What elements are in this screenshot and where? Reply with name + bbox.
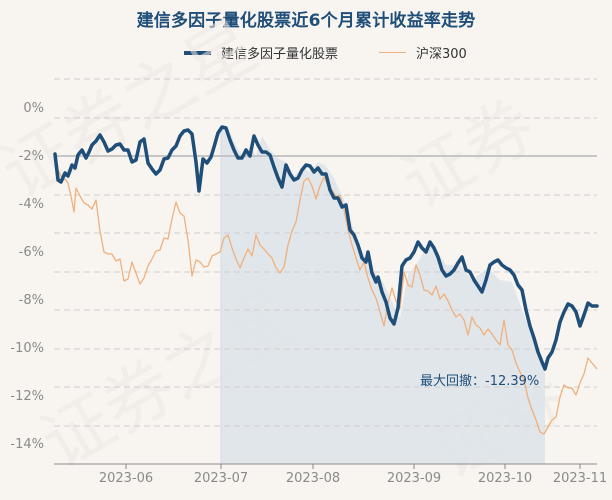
legend-swatch-main-icon xyxy=(184,50,211,55)
series-main-line xyxy=(53,125,599,371)
legend-swatch-bench-icon xyxy=(379,51,406,54)
y-tick-label: -12% xyxy=(10,389,44,404)
legend-label-main: 建信多因子量化股票 xyxy=(221,47,339,62)
x-tick-label: 2023-08 xyxy=(285,471,341,486)
series-bench-line xyxy=(53,155,598,435)
x-tick-label: 2023-09 xyxy=(386,471,442,486)
gridlines xyxy=(54,78,597,427)
svg-text:证券: 证券 xyxy=(388,84,550,225)
legend-item-bench[interactable]: 沪深300 xyxy=(379,43,467,62)
x-ticks xyxy=(125,464,581,469)
y-tick-label: 0% xyxy=(23,101,44,116)
y-tick-label: -4% xyxy=(18,197,44,212)
y-tick-label: -10% xyxy=(10,341,44,356)
max-drawdown-annotation: 最大回撤：-12.39% xyxy=(420,374,540,389)
chart-title: 建信多因子量化股票近6个月累计收益率走势 xyxy=(136,11,476,31)
x-tick-label: 2023-11 xyxy=(552,471,608,486)
y-tick-label: -14% xyxy=(10,437,44,452)
legend: 建信多因子量化股票 沪深300 xyxy=(0,43,612,63)
x-tick-label: 2023-10 xyxy=(477,471,533,486)
x-tick-label: 2023-07 xyxy=(193,471,249,486)
x-tick-label: 2023-06 xyxy=(98,471,154,486)
legend-item-main[interactable]: 建信多因子量化股票 xyxy=(184,43,338,62)
y-tick-label: -8% xyxy=(18,293,44,308)
legend-label-bench: 沪深300 xyxy=(416,47,467,62)
y-tick-label: -6% xyxy=(18,245,44,260)
y-tick-label: -2% xyxy=(18,149,44,164)
